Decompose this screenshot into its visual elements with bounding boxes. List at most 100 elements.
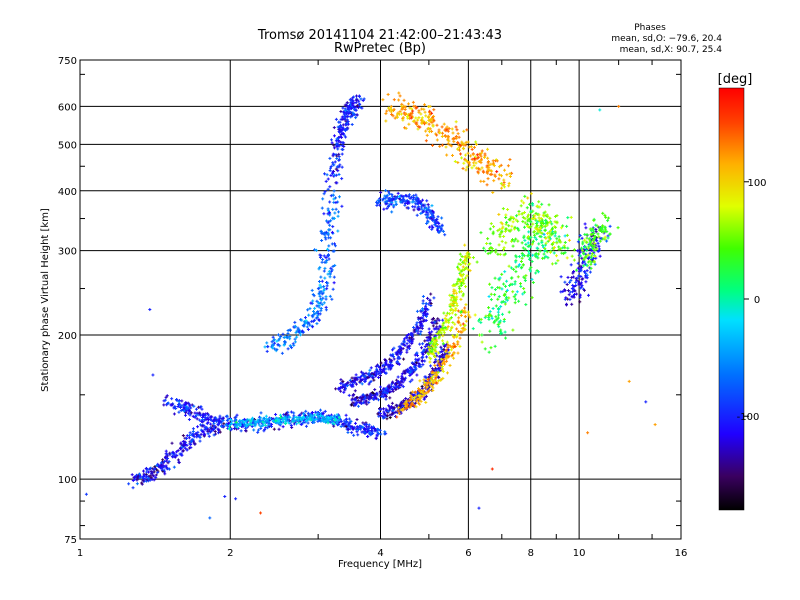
data-point — [376, 201, 380, 205]
data-point — [337, 144, 341, 148]
data-point — [402, 111, 406, 115]
data-point — [522, 287, 526, 291]
data-point — [536, 227, 540, 231]
data-point — [326, 233, 330, 237]
data-point — [265, 341, 269, 345]
data-point — [346, 427, 350, 431]
data-point — [392, 205, 396, 209]
data-point — [257, 428, 261, 432]
data-point — [266, 426, 270, 430]
x-tick-label: 10 — [573, 548, 586, 559]
data-point — [243, 423, 247, 427]
data-point — [195, 417, 199, 421]
data-point — [460, 141, 464, 145]
data-point — [526, 244, 530, 248]
data-point — [182, 405, 186, 409]
data-point — [384, 409, 388, 413]
data-point — [440, 347, 444, 351]
data-point — [225, 418, 229, 422]
data-point — [434, 358, 438, 362]
data-point — [436, 370, 440, 374]
data-point — [390, 108, 394, 112]
data-point — [369, 373, 373, 377]
data-point — [598, 108, 602, 112]
data-point — [433, 222, 437, 226]
data-point — [326, 209, 330, 213]
data-point — [349, 101, 353, 105]
data-point — [527, 257, 531, 261]
data-point — [142, 480, 146, 484]
data-point — [545, 250, 549, 254]
data-point — [474, 142, 478, 146]
data-point — [586, 257, 590, 261]
data-point — [555, 237, 559, 241]
data-point — [517, 263, 521, 267]
data-point — [339, 128, 343, 132]
data-point — [269, 424, 273, 428]
data-point — [415, 199, 419, 203]
y-tick-label: 500 — [58, 140, 77, 151]
data-point — [429, 364, 433, 368]
data-point — [382, 364, 386, 368]
data-point — [342, 144, 346, 148]
data-point — [345, 420, 349, 424]
data-point — [415, 351, 419, 355]
data-point — [458, 278, 462, 282]
data-point — [517, 209, 521, 213]
data-point — [308, 307, 312, 311]
data-point — [321, 414, 325, 418]
data-point — [218, 419, 222, 423]
data-point — [293, 320, 297, 324]
data-point — [530, 217, 534, 221]
data-point — [417, 401, 421, 405]
data-point — [534, 271, 538, 275]
data-point — [223, 494, 227, 498]
data-point — [302, 416, 306, 420]
data-point — [429, 304, 433, 308]
data-point — [395, 114, 399, 118]
data-point — [421, 352, 425, 356]
data-point — [350, 122, 354, 126]
data-point — [188, 442, 192, 446]
data-point — [330, 141, 334, 145]
data-point — [448, 317, 452, 321]
data-point — [592, 260, 596, 264]
data-point — [516, 219, 520, 223]
data-point — [434, 380, 438, 384]
data-point — [545, 221, 549, 225]
data-point — [553, 214, 557, 218]
data-point — [448, 308, 452, 312]
data-point — [319, 285, 323, 289]
data-point — [218, 414, 222, 418]
data-point — [252, 422, 256, 426]
data-point — [165, 467, 169, 471]
data-point — [431, 389, 435, 393]
data-point — [313, 417, 317, 421]
data-point — [424, 394, 428, 398]
data-point — [535, 204, 539, 208]
data-point — [422, 310, 426, 314]
data-point — [585, 236, 589, 240]
data-point — [566, 275, 570, 279]
data-point — [579, 281, 583, 285]
data-point — [413, 390, 417, 394]
data-point — [604, 227, 608, 231]
data-point — [453, 298, 457, 302]
data-point — [286, 413, 290, 417]
data-point — [547, 235, 551, 239]
data-point — [520, 241, 524, 245]
data-point — [313, 248, 317, 252]
data-point — [339, 132, 343, 136]
data-point — [579, 274, 583, 278]
data-point — [316, 287, 320, 291]
data-point — [452, 292, 456, 296]
data-point — [531, 239, 535, 243]
data-point — [316, 412, 320, 416]
data-point — [437, 335, 441, 339]
data-point — [503, 252, 507, 256]
data-point — [290, 426, 294, 430]
data-point — [330, 297, 334, 301]
data-point — [365, 393, 369, 397]
data-point — [344, 413, 348, 417]
data-point — [229, 417, 233, 421]
